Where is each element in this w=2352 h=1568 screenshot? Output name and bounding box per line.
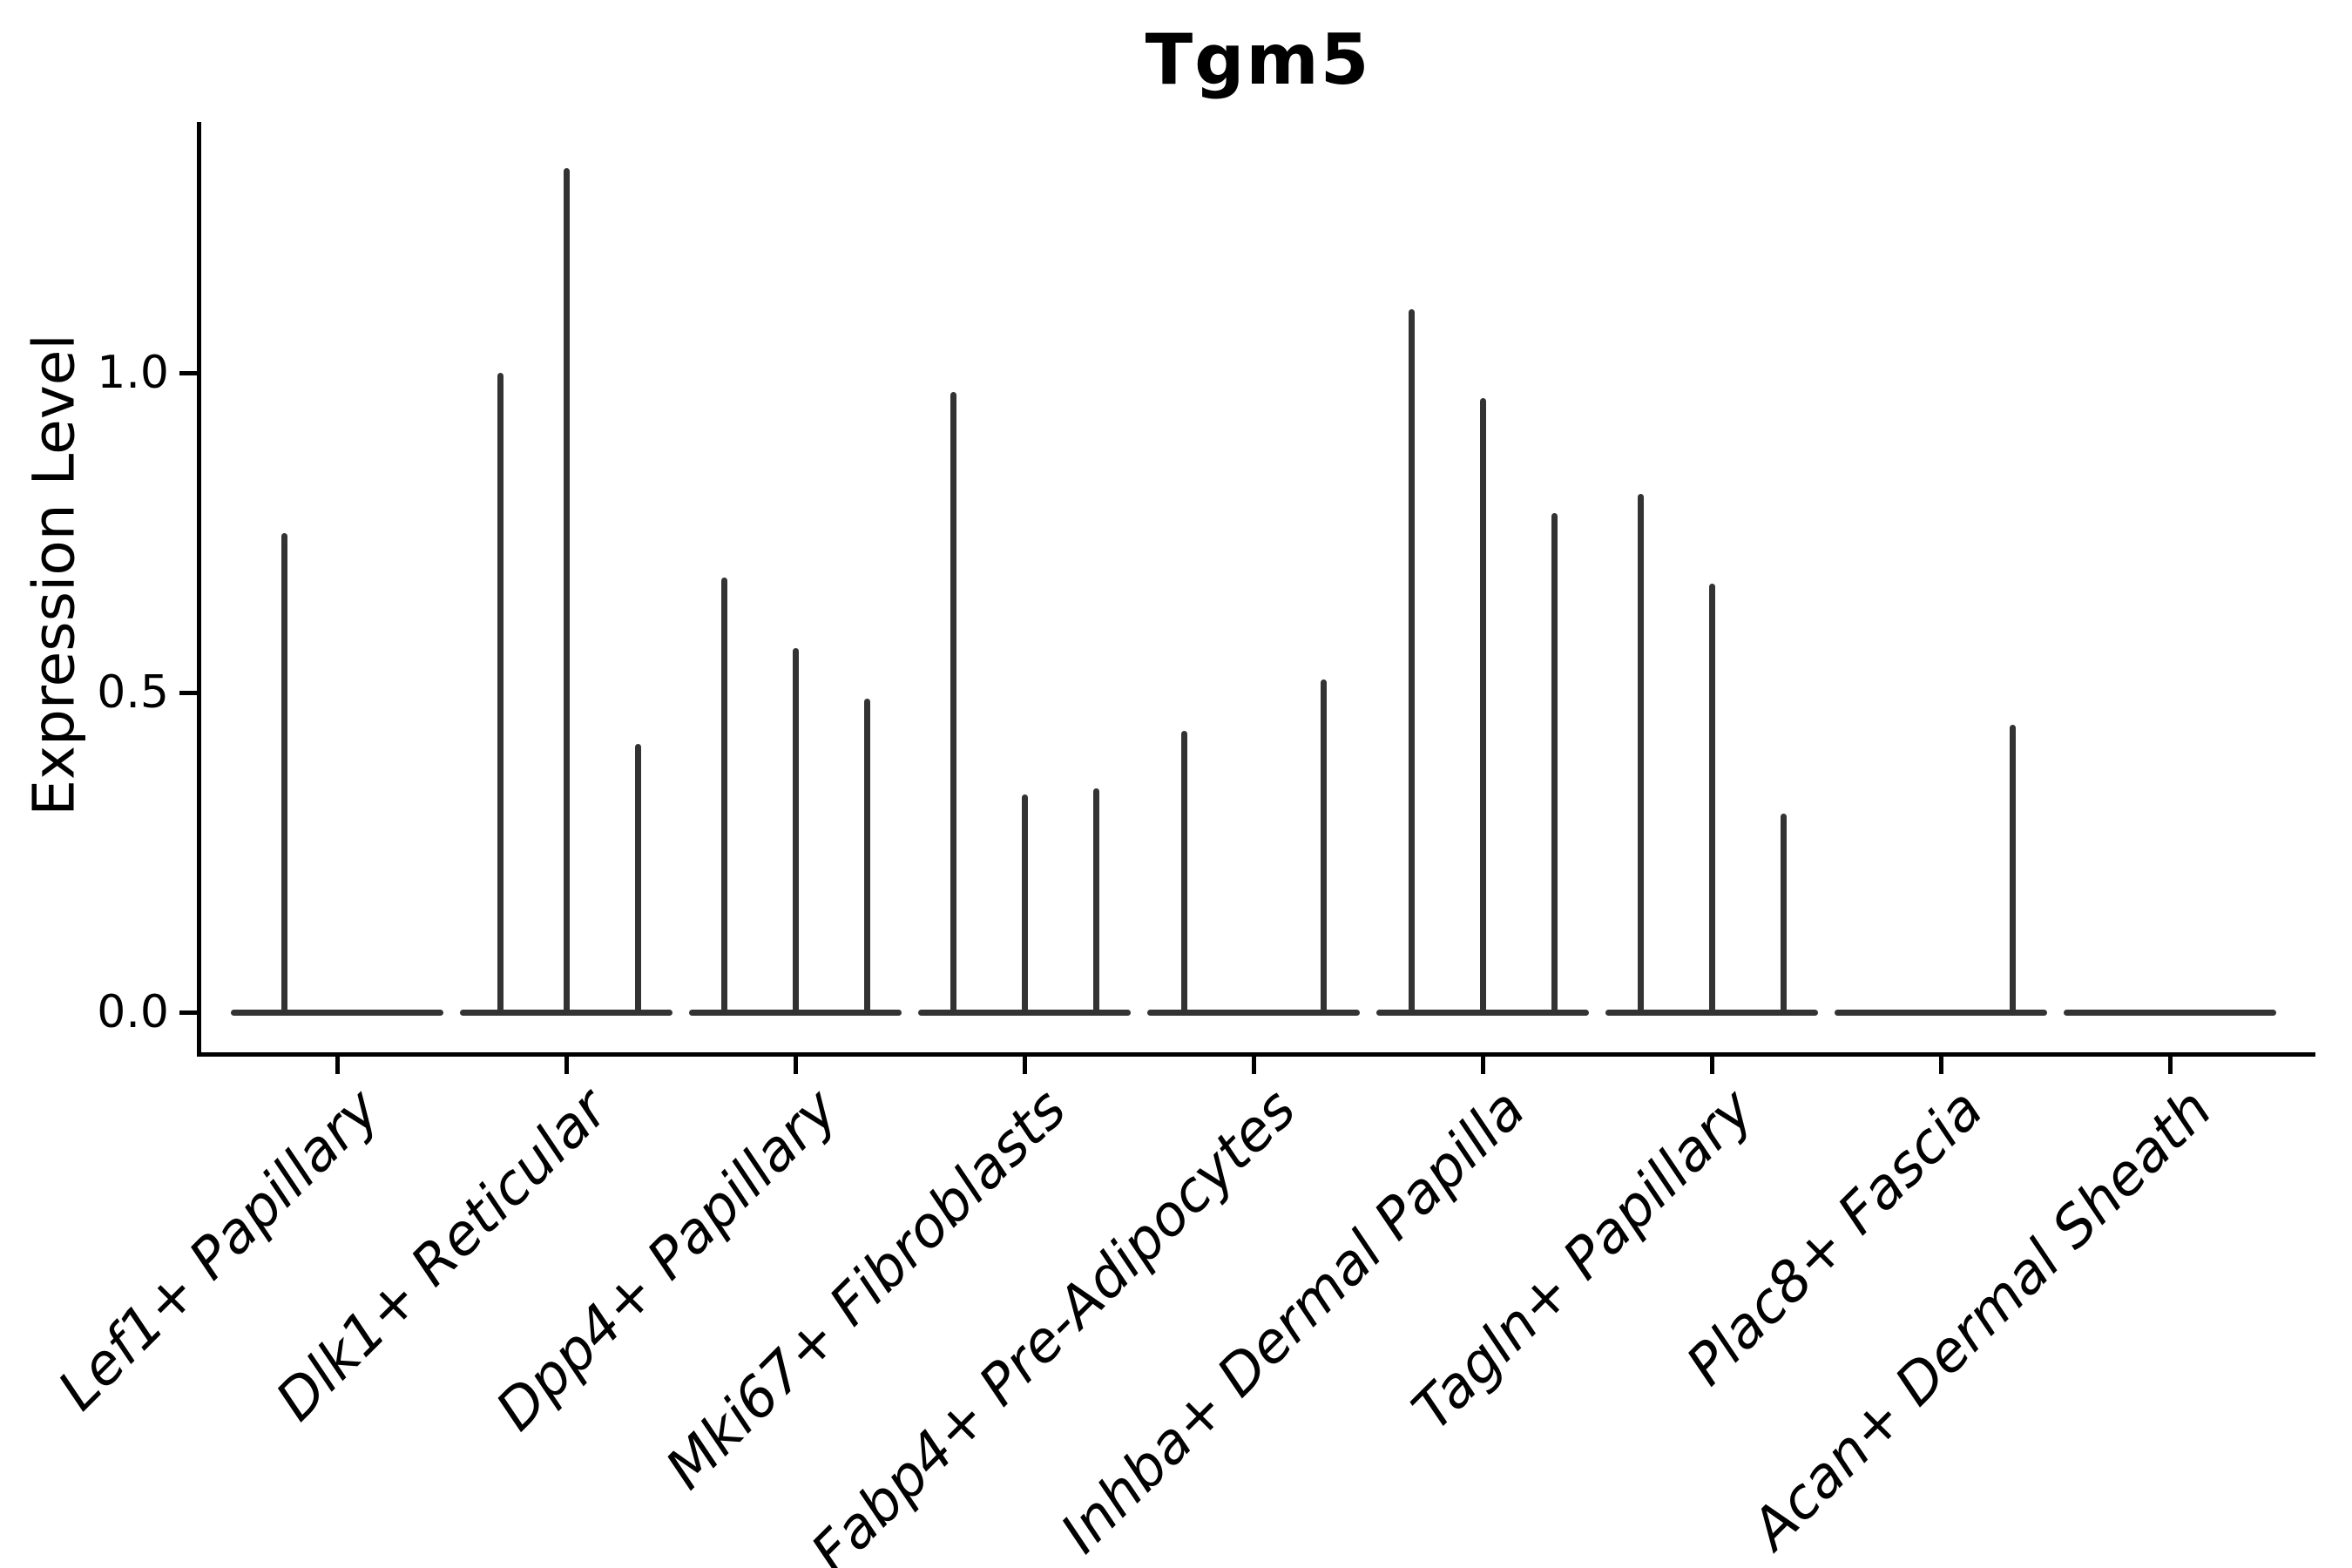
y-tick-mark [179, 370, 197, 375]
violin-spike [1092, 788, 1099, 1012]
x-tick-mark [1709, 1057, 1714, 1074]
y-tick-label: 0.5 [97, 666, 169, 719]
y-tick-label: 1.0 [97, 347, 169, 399]
violin-spike [1637, 494, 1644, 1012]
y-axis-spine [197, 122, 201, 1057]
violin-spike [720, 577, 727, 1012]
violin-spike [1180, 731, 1187, 1012]
violin-spike [1479, 398, 1486, 1012]
y-tick-mark [179, 690, 197, 695]
violin-baseline [460, 1009, 672, 1016]
x-tick-mark [1938, 1057, 1943, 1074]
violin-spike [563, 168, 570, 1012]
violin-spike [1708, 584, 1715, 1012]
violin-spike [1320, 679, 1327, 1012]
violin-baseline [689, 1009, 902, 1016]
y-tick-label: 0.0 [97, 986, 169, 1038]
violin-spike [863, 699, 870, 1012]
y-axis-label: Expression Level [20, 334, 88, 816]
x-tick-mark [2167, 1057, 2173, 1074]
violin-baseline [1605, 1009, 1818, 1016]
x-axis-spine [197, 1052, 2315, 1057]
violin-spike [2009, 724, 2016, 1012]
violin-spike [280, 532, 287, 1012]
x-tick-mark [1022, 1057, 1027, 1074]
x-tick-label: Fabp4+ Pre-Adipocytes [799, 1077, 1308, 1568]
violin-spike [950, 392, 956, 1012]
violin-spike [1780, 814, 1787, 1012]
x-tick-mark [1251, 1057, 1256, 1074]
violin-spike [1021, 794, 1028, 1012]
x-tick-label: Mki67+ Fibroblasts [654, 1077, 1079, 1503]
y-tick-mark [179, 1010, 197, 1015]
violin-baseline [2064, 1009, 2276, 1016]
violin-spike [497, 373, 504, 1012]
violin-spike [1408, 308, 1415, 1012]
x-tick-mark [335, 1057, 340, 1074]
x-tick-mark [1480, 1057, 1485, 1074]
violin-baseline [1835, 1009, 2047, 1016]
violin-baseline [231, 1009, 443, 1016]
violin-baseline [1376, 1009, 1589, 1016]
violin-spike [792, 647, 799, 1012]
x-tick-mark [793, 1057, 798, 1074]
violin-baseline [1147, 1009, 1360, 1016]
chart-title: Tgm5 [1145, 19, 1371, 100]
x-tick-mark [564, 1057, 569, 1074]
x-tick-label: Inhba+ Dermal Papilla [1048, 1077, 1538, 1566]
violin-spike [1551, 513, 1558, 1012]
violin-baseline [918, 1009, 1131, 1016]
violin-spike [634, 743, 641, 1012]
x-tick-label: Acan+ Dermal Sheath [1740, 1077, 2225, 1562]
